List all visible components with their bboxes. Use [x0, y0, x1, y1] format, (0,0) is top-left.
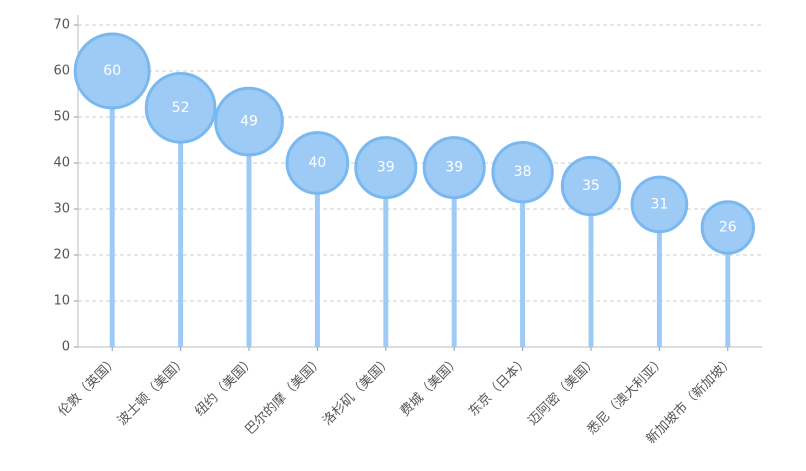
value-label: 38 — [514, 164, 532, 180]
y-tick-label: 10 — [53, 294, 70, 309]
head — [73, 32, 151, 110]
value-label: 31 — [650, 196, 668, 212]
x-tick-label: 纽约（美国） — [193, 354, 259, 420]
x-tick-label: 波士顿（美国） — [115, 354, 190, 429]
head — [422, 136, 486, 200]
y-tick-label: 20 — [53, 248, 70, 263]
x-tick-label: 迈阿密（美国） — [525, 353, 601, 429]
head — [700, 200, 755, 255]
value-label: 39 — [445, 160, 463, 176]
head — [214, 86, 284, 157]
value-label: 52 — [172, 100, 190, 116]
value-label: 60 — [103, 63, 121, 79]
head — [491, 141, 554, 204]
y-tick-label: 70 — [53, 18, 70, 33]
value-label: 26 — [719, 219, 737, 235]
head — [354, 136, 418, 200]
y-tick-label: 50 — [53, 110, 70, 125]
x-tick-label: 伦敦（英国） — [55, 353, 121, 419]
head — [285, 131, 350, 195]
y-tick-label: 60 — [53, 64, 70, 79]
y-tick-label: 30 — [53, 202, 70, 217]
value-label: 40 — [308, 155, 326, 171]
value-label: 35 — [582, 178, 600, 194]
x-tick-label: 东京（日本） — [466, 354, 532, 420]
value-label: 39 — [377, 160, 395, 176]
y-tick-label: 40 — [53, 156, 70, 171]
head — [560, 155, 622, 217]
head — [144, 71, 217, 144]
x-tick-label: 洛杉矶（美国） — [320, 354, 395, 429]
y-tick-label: 0 — [62, 340, 70, 355]
head — [630, 175, 689, 234]
value-label: 49 — [240, 114, 258, 130]
x-tick-label: 费城（美国） — [398, 354, 464, 420]
